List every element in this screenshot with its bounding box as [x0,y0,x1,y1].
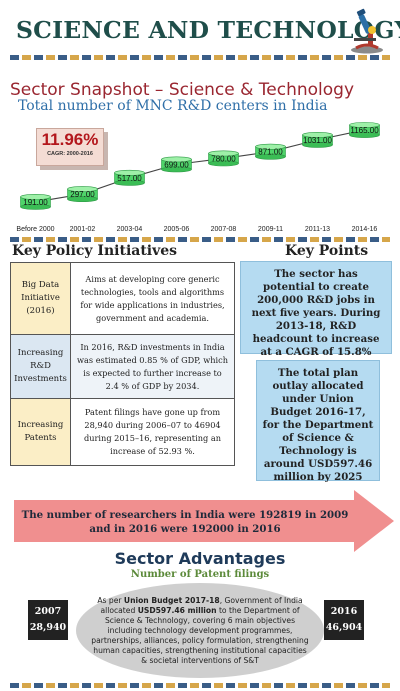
table-row: Big Data Initiative (2016) Aims at devel… [11,263,234,335]
chart-bar [255,143,286,160]
patent-count: 46,904 [325,622,363,633]
cagr-value: 11.96% [41,130,99,149]
policy-label: Increasing R&D Investments [11,335,71,398]
patent-count: 28,940 [29,622,67,633]
budget-highlight: USD597.46 million [137,605,217,615]
data-label: 1165.00 [350,126,379,135]
budget-highlight: Union Budget 2017-18 [123,595,220,605]
policy-text: Patent filings have gone up from 28,940 … [84,407,221,456]
patents-2007-box: 2007 28,940 [28,600,68,640]
data-label: 780.00 [211,154,236,163]
x-tick-label: Before 2000 [16,226,54,233]
header-divider [10,55,390,60]
budget-text-part: As per [97,595,124,605]
chart-bar [349,122,380,138]
data-label: 191.00 [23,198,48,207]
researchers-line: The number of researchers in India were … [21,509,349,521]
policy-table: Big Data Initiative (2016) Aims at devel… [10,262,235,466]
policy-label: Big Data Initiative (2016) [11,263,71,334]
key-point-box: The total plan outlay allocated under Un… [256,360,380,483]
data-label: 871.00 [258,148,283,157]
data-label: 699.00 [164,160,189,169]
key-points-heading: Key Points [285,243,369,259]
chart-bar [67,186,98,202]
budget-text-part: to the Department of Science & Technolog… [91,605,309,665]
chart-bar [20,193,51,210]
patent-filings-subtitle: Number of Patent filings [130,569,270,580]
table-row: Increasing Patents Patent filings have g… [11,399,234,465]
cagr-badge: 11.96% CAGR: 2000-2016 [36,128,104,166]
policy-text: Aims at developing core generic technolo… [80,273,225,323]
microscope-icon [351,8,383,54]
data-label: 297.00 [70,190,95,199]
x-tick-label: 2014-16 [352,226,378,233]
patents-2016-box: 2016 46,904 [324,600,364,640]
policy-text: In 2016, R&D investments in India was es… [71,335,234,398]
researchers-arrow [14,490,394,552]
advantages-title: Sector Advantages [114,549,286,568]
x-tick-label: 2003-04 [117,226,143,233]
data-label: 1031.00 [303,136,332,145]
policy-label: Increasing Patents [11,399,71,465]
key-point-box: The sector has potential to create 200,0… [240,261,392,358]
chart-bar [114,169,145,186]
data-label: 517.00 [117,174,142,183]
x-tick-label: 2005-06 [164,226,190,233]
page-title: SCIENCE AND TECHNOLOGY [16,16,400,44]
budget-text-part: , Government of India allocated [100,595,303,615]
budget-oval: As per Union Budget 2017-18, Government … [76,583,324,678]
chart-bar [302,131,333,148]
cagr-label: CAGR: 2000-2016 [47,151,93,157]
x-tick-label: 2011-13 [305,226,330,233]
chart-bar [208,150,239,167]
x-tick-label: 2007-08 [211,226,237,233]
snapshot-subtitle: Total number of MNC R&D centers in India [18,98,328,114]
year-label: 2007 [34,606,62,617]
chart-bar [161,156,192,173]
policy-heading: Key Policy Initiatives [12,243,178,259]
x-tick-label: 2009-11 [258,226,283,233]
budget-text: As per Union Budget 2017-18, Government … [90,596,310,666]
footer-divider [10,683,390,688]
x-tick-label: 2001-02 [70,226,96,233]
table-row: Increasing R&D Investments In 2016, R&D … [11,335,234,399]
researchers-line: and in 2016 were 192000 in 2016 [89,523,281,535]
researchers-text: The number of researchers in India were … [20,508,350,536]
year-label: 2016 [330,606,358,617]
snapshot-title: Sector Snapshot – Science & Technology [10,80,355,100]
rnd-centers-chart: 191.00 Before 2000 297.00 2001-02 517.00 2003… [16,122,380,233]
section-divider [10,237,390,242]
